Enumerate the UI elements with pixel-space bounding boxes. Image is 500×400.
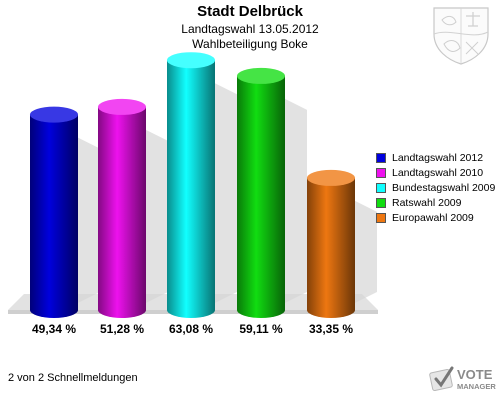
bar-body [237,75,285,318]
brand-vote: VOTE [457,367,493,382]
legend-swatch [376,152,386,163]
bar-3 [167,52,237,319]
bar-shadow [209,80,237,306]
legend-item-landtagswahl-2012: Landtagswahl 2012 [376,150,495,165]
bar-cap [307,169,355,186]
coat-of-arms-icon [433,7,489,65]
bar-shadow [279,95,307,306]
bar-cap [98,98,146,115]
legend-label: Europawahl 2009 [392,211,474,224]
bar-cap [237,67,285,84]
legend-swatch [376,182,386,193]
legend-label: Bundestagswahl 2009 [392,181,496,194]
bar-4 [237,67,307,318]
footer-report-count: 2 von 2 Schnellmeldungen [8,372,138,384]
bar-body [98,106,146,318]
bar-cap [167,52,215,69]
legend-swatch [376,197,386,208]
legend-label: Landtagswahl 2012 [392,151,484,164]
bar-shadow [140,126,168,306]
bar-1 [30,106,100,318]
bar-value-label: 59,11 % [239,322,283,336]
bar-body [30,114,78,318]
bar-5 [307,169,377,318]
chart-subtitle-turnout: Wahlbeteiligung Boke [192,37,308,51]
legend-label: Ratswahl 2009 [392,196,462,209]
legend-label: Landtagswahl 2010 [392,166,484,179]
bar-shadow [72,134,100,306]
chart-title: Stadt Delbrück [197,3,303,20]
bar-body [167,60,215,319]
bar-value-label: 51,28 % [100,322,144,336]
legend-swatch [376,212,386,223]
bar-value-label: 63,08 % [169,322,213,336]
legend-item-landtagswahl-2010: Landtagswahl 2010 [376,165,495,180]
bar-value-label: 33,35 % [309,322,353,336]
chart-subtitle-election: Landtagswahl 13.05.2012 [181,22,319,36]
chart-legend: Landtagswahl 2012 Landtagswahl 2010 Bund… [376,150,495,225]
votemanager-logo: VOTE MANAGER [429,366,496,392]
legend-item-ratswahl-2009: Ratswahl 2009 [376,195,495,210]
bar-value-label: 49,34 % [32,322,76,336]
vote-check-icon [429,366,454,392]
bar-2 [98,98,168,318]
bar-body [307,177,355,318]
legend-item-europawahl-2009: Europawahl 2009 [376,210,495,225]
bar-shadow [349,197,377,306]
brand-manager: MANAGER [457,382,496,391]
legend-item-bundestagswahl-2009: Bundestagswahl 2009 [376,180,495,195]
legend-swatch [376,167,386,178]
bar-cap [30,106,78,123]
